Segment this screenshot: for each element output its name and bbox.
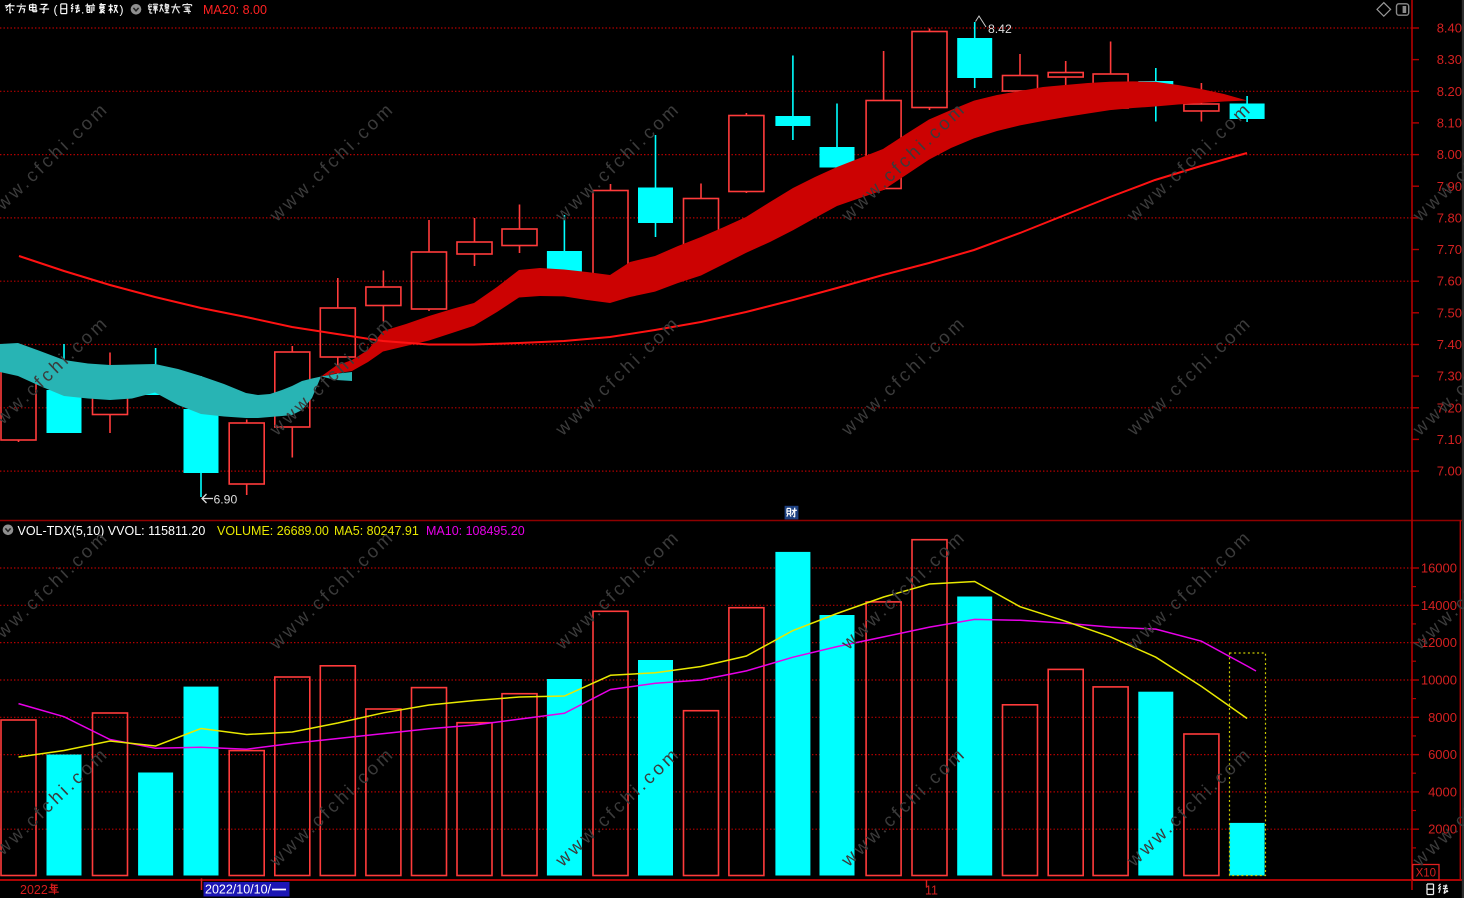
- svg-text:7.90: 7.90: [1437, 179, 1462, 194]
- svg-text:11: 11: [925, 884, 938, 898]
- svg-text:8.00: 8.00: [1437, 147, 1462, 162]
- svg-text:VOLUME: 26689.00: VOLUME: 26689.00: [217, 524, 329, 538]
- svg-text:2022: 2022: [20, 883, 48, 897]
- svg-text:(: (: [54, 3, 58, 17]
- svg-text:8.40: 8.40: [1437, 21, 1462, 36]
- svg-text:7.20: 7.20: [1437, 400, 1462, 415]
- svg-text:6.90: 6.90: [214, 493, 238, 507]
- svg-text:MA20: 8.00: MA20: 8.00: [203, 3, 267, 17]
- svg-text:6000: 6000: [1428, 747, 1457, 762]
- svg-text:MA10: 108495.20: MA10: 108495.20: [426, 524, 525, 538]
- svg-text:8.42: 8.42: [988, 22, 1012, 36]
- svg-text:4000: 4000: [1428, 784, 1457, 799]
- svg-text:7.40: 7.40: [1437, 337, 1462, 352]
- svg-text:X10: X10: [1416, 868, 1436, 880]
- svg-text:8.30: 8.30: [1437, 52, 1462, 67]
- svg-text:2022/10/10/: 2022/10/10/: [205, 883, 272, 897]
- svg-text:8.20: 8.20: [1437, 84, 1462, 99]
- svg-text:10000: 10000: [1421, 673, 1457, 688]
- svg-text:VOL-TDX(5,10) VVOL: 115811.20: VOL-TDX(5,10) VVOL: 115811.20: [18, 524, 206, 538]
- svg-text:7.30: 7.30: [1437, 369, 1462, 384]
- svg-text:7.70: 7.70: [1437, 242, 1462, 257]
- svg-text:MA5: 80247.91: MA5: 80247.91: [334, 524, 419, 538]
- svg-text:2000: 2000: [1428, 822, 1457, 837]
- svg-text:7.60: 7.60: [1437, 274, 1462, 289]
- svg-text:.: .: [81, 3, 84, 17]
- svg-text:7.80: 7.80: [1437, 210, 1462, 225]
- svg-text:7.50: 7.50: [1437, 305, 1462, 320]
- svg-text:): ): [120, 3, 124, 17]
- svg-text:7.10: 7.10: [1437, 432, 1462, 447]
- svg-text:7.00: 7.00: [1437, 464, 1462, 479]
- svg-text:16000: 16000: [1421, 561, 1457, 576]
- svg-text:8.10: 8.10: [1437, 115, 1462, 130]
- svg-text:14000: 14000: [1421, 598, 1457, 613]
- svg-text:12000: 12000: [1421, 635, 1457, 650]
- svg-text:8000: 8000: [1428, 710, 1457, 725]
